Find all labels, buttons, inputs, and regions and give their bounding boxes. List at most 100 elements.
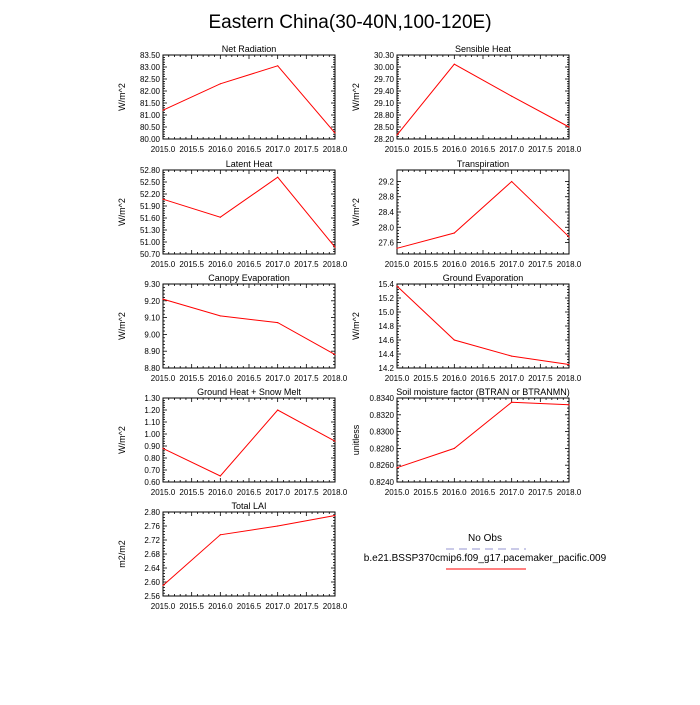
y-tick-label: 0.8280	[370, 444, 395, 453]
panel-title: Soil moisture factor (BTRAN or BTRANMN)	[396, 387, 570, 397]
legend: No Obs b.e21.BSSP370cmip6.f09_g17.pacema…	[364, 533, 607, 570]
x-tick-label: 2016.0	[442, 374, 467, 383]
data-point	[162, 298, 164, 300]
y-axis-label: W/m^2	[117, 83, 127, 111]
y-tick-label: 1.00	[144, 430, 160, 439]
data-point	[453, 63, 455, 65]
y-tick-label: 1.20	[144, 406, 160, 415]
data-point	[396, 247, 398, 249]
x-tick-label: 2016.0	[208, 374, 233, 383]
data-point	[396, 285, 398, 287]
panel-title: Sensible Heat	[455, 44, 512, 54]
x-tick-label: 2017.5	[294, 374, 319, 383]
y-tick-label: 51.60	[140, 214, 161, 223]
x-tick-label: 2015.5	[179, 374, 204, 383]
y-tick-label: 52.80	[140, 166, 161, 175]
panel-title: Ground Evaporation	[443, 273, 524, 283]
y-tick-label: 2.64	[144, 564, 160, 573]
y-tick-label: 52.50	[140, 178, 161, 187]
data-point	[219, 475, 221, 477]
x-tick-label: 2016.0	[208, 260, 233, 269]
y-tick-label: 81.00	[140, 111, 161, 120]
y-tick-label: 80.00	[140, 135, 161, 144]
y-tick-label: 9.30	[144, 280, 160, 289]
y-axis-label: m2/m2	[117, 540, 127, 568]
data-point	[277, 322, 279, 324]
y-tick-label: 28.4	[378, 208, 394, 217]
series-line	[162, 409, 336, 477]
data-point	[568, 236, 570, 238]
x-tick-label: 2016.5	[471, 374, 496, 383]
data-point	[453, 232, 455, 234]
y-tick-label: 0.8300	[370, 428, 395, 437]
x-tick-label: 2015.0	[151, 374, 176, 383]
series-line	[162, 515, 336, 586]
plot-frame	[162, 54, 336, 140]
panel-title: Latent Heat	[226, 159, 273, 169]
data-point	[396, 467, 398, 469]
data-point	[219, 83, 221, 85]
x-tick-label: 2017.0	[499, 145, 524, 154]
x-tick-label: 2018.0	[323, 374, 348, 383]
data-point	[334, 132, 336, 134]
x-tick-label: 2017.0	[499, 488, 524, 497]
y-tick-label: 15.2	[378, 294, 394, 303]
panel-title: Ground Heat + Snow Melt	[197, 387, 301, 397]
x-tick-label: 2016.0	[208, 145, 233, 154]
x-tick-label: 2015.5	[413, 374, 438, 383]
x-tick-label: 2016.5	[237, 374, 262, 383]
y-tick-label: 15.4	[378, 280, 394, 289]
y-tick-label: 52.20	[140, 190, 161, 199]
y-tick-label: 30.30	[374, 51, 395, 60]
y-tick-label: 29.2	[378, 177, 394, 186]
y-tick-label: 28.50	[374, 123, 395, 132]
y-tick-label: 82.00	[140, 87, 161, 96]
x-tick-label: 2017.5	[528, 260, 553, 269]
x-tick-label: 2015.0	[151, 145, 176, 154]
y-tick-label: 29.10	[374, 99, 395, 108]
series-line	[162, 298, 336, 356]
data-point	[277, 525, 279, 527]
x-tick-label: 2017.5	[528, 145, 553, 154]
x-tick-label: 2017.0	[265, 374, 290, 383]
series-line	[396, 63, 570, 136]
data-point	[396, 134, 398, 136]
data-point	[511, 180, 513, 183]
data-point	[277, 409, 279, 411]
y-tick-label: 14.4	[378, 350, 394, 359]
y-tick-label: 83.50	[140, 51, 161, 60]
y-tick-label: 2.56	[144, 592, 160, 601]
x-tick-label: 2016.5	[471, 145, 496, 154]
series-line	[396, 180, 570, 249]
data-point	[453, 339, 455, 341]
data-point	[162, 198, 164, 200]
y-tick-label: 29.70	[374, 75, 395, 84]
x-tick-label: 2016.5	[237, 145, 262, 154]
data-point	[334, 353, 336, 356]
y-tick-label: 2.80	[144, 508, 160, 517]
x-tick-label: 2015.5	[413, 488, 438, 497]
x-tick-label: 2017.0	[499, 260, 524, 269]
series-line	[162, 65, 336, 134]
y-tick-label: 2.68	[144, 550, 160, 559]
x-tick-label: 2015.5	[413, 145, 438, 154]
y-axis-label: W/m^2	[117, 426, 127, 454]
x-tick-label: 2017.0	[265, 145, 290, 154]
data-point	[568, 126, 570, 128]
x-tick-label: 2018.0	[323, 145, 348, 154]
data-point	[511, 95, 513, 97]
x-tick-label: 2015.5	[179, 602, 204, 611]
y-tick-label: 0.80	[144, 454, 160, 463]
y-axis-label: unitless	[351, 424, 361, 455]
y-tick-label: 14.2	[378, 364, 394, 373]
y-axis-label: W/m^2	[117, 312, 127, 340]
x-tick-label: 2015.0	[385, 260, 410, 269]
y-tick-label: 0.8240	[370, 478, 395, 487]
chart-panel: Transpiration W/m^2 2015.0 2015.5 2016.0 2016…	[351, 159, 582, 269]
x-tick-label: 2017.5	[528, 374, 553, 383]
data-point	[219, 216, 221, 218]
x-tick-label: 2016.5	[237, 488, 262, 497]
data-point	[277, 65, 279, 67]
x-tick-label: 2017.5	[528, 488, 553, 497]
